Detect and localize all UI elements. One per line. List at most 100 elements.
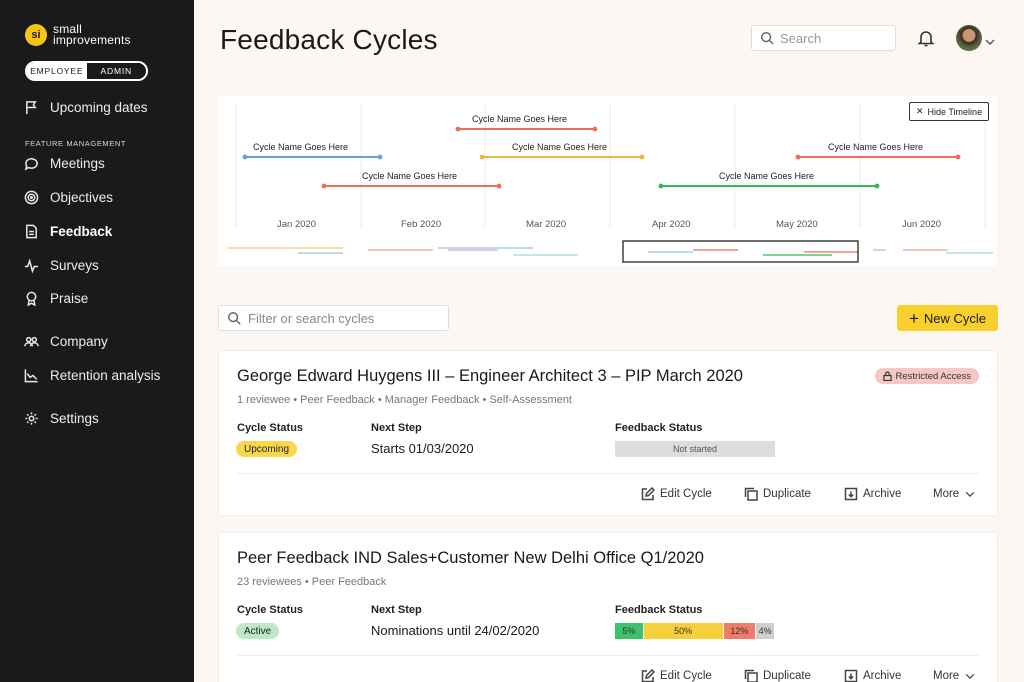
brand-name: small improvements: [53, 22, 131, 47]
timeline-month-label: Jun 2020: [902, 219, 942, 230]
close-icon: ✕: [916, 106, 924, 116]
feedback-status-segment: 12%: [723, 623, 756, 639]
feedback-status-bar: 5% 50% 12% 4%: [615, 623, 775, 639]
sidebar: si small improvements EMPLOYEE ADMIN Upc…: [0, 0, 194, 682]
next-step-value: Nominations until 24/02/2020: [371, 623, 540, 638]
mode-admin[interactable]: ADMIN: [86, 63, 146, 79]
sidebar-item-upcoming-dates[interactable]: Upcoming dates: [24, 100, 148, 115]
chart-icon: [24, 369, 38, 383]
duplicate-button[interactable]: Duplicate: [744, 669, 811, 682]
feedback-status-bar: Not started: [615, 441, 775, 457]
avatar[interactable]: [956, 25, 982, 51]
feedback-status-heading: Feedback Status: [615, 422, 703, 434]
filter-cycles-input[interactable]: Filter or search cycles: [218, 305, 449, 331]
more-menu-button[interactable]: More: [933, 669, 976, 682]
chevron-down-icon: [965, 673, 975, 680]
flag-icon: [26, 101, 37, 115]
cycle-card[interactable]: Peer Feedback IND Sales+Customer New Del…: [218, 532, 998, 682]
next-step-heading: Next Step: [371, 604, 422, 616]
brand-logo[interactable]: si small improvements: [25, 22, 131, 47]
mode-toggle[interactable]: EMPLOYEE ADMIN: [25, 61, 148, 81]
more-menu-button[interactable]: More: [933, 487, 976, 501]
status-badge: Upcoming: [236, 441, 298, 457]
search-icon: [228, 312, 241, 325]
timeline-cycle-end-dot: [955, 154, 961, 160]
timeline-cycle-start-dot: [795, 154, 801, 160]
people-icon: [24, 336, 39, 347]
sidebar-item-label: Company: [50, 334, 108, 349]
timeline-cycle-label[interactable]: Cycle Name Goes Here: [828, 142, 924, 152]
timeline-cycle-end-dot: [496, 183, 502, 189]
cycle-meta: 1 reviewee • Peer Feedback • Manager Fee…: [237, 394, 572, 406]
brand-name-line2: improvements: [53, 33, 131, 47]
timeline-cycle-end-dot: [874, 183, 880, 189]
feedback-status-segment: 50%: [643, 623, 723, 639]
sidebar-item-label: Praise: [50, 291, 89, 306]
search-icon: [761, 32, 774, 45]
logo-mark-icon: si: [25, 24, 47, 46]
timeline-canvas: [228, 104, 993, 263]
feedback-status-segment: Not started: [615, 441, 775, 457]
timeline-month-label: Apr 2020: [652, 219, 691, 230]
feedback-status-segment: 5%: [615, 623, 643, 639]
timeline-cycle-end-dot: [639, 154, 645, 160]
cycle-title[interactable]: George Edward Huygens III – Engineer Arc…: [237, 367, 743, 385]
archive-icon: [844, 669, 858, 682]
sidebar-item-praise[interactable]: Praise: [24, 291, 88, 306]
duplicate-label: Duplicate: [763, 488, 811, 500]
edit-cycle-button[interactable]: Edit Cycle: [641, 669, 712, 682]
sidebar-item-surveys[interactable]: Surveys: [24, 258, 99, 273]
sidebar-item-feedback[interactable]: Feedback: [24, 224, 112, 239]
lock-icon: [882, 371, 892, 381]
timeline-cycle-start-dot: [321, 183, 327, 189]
timeline-cycle-label[interactable]: Cycle Name Goes Here: [472, 114, 568, 124]
next-step-heading: Next Step: [371, 422, 422, 434]
document-icon: [26, 224, 37, 239]
sidebar-item-objectives[interactable]: Objectives: [24, 190, 113, 205]
bell-icon: [917, 31, 935, 47]
timeline-viewport-handle[interactable]: [622, 240, 859, 263]
timeline-month-label: Feb 2020: [401, 219, 442, 230]
new-cycle-label: New Cycle: [923, 310, 987, 326]
timeline-cycle-label[interactable]: Cycle Name Goes Here: [253, 142, 349, 152]
sidebar-item-settings[interactable]: Settings: [24, 411, 99, 426]
more-label: More: [933, 670, 960, 682]
archive-button[interactable]: Archive: [844, 487, 901, 501]
duplicate-button[interactable]: Duplicate: [744, 487, 811, 501]
more-label: More: [933, 488, 960, 500]
sidebar-item-label: Retention analysis: [50, 368, 161, 383]
sidebar-item-label: Settings: [50, 411, 99, 426]
sidebar-item-company[interactable]: Company: [24, 334, 108, 349]
brand-name-line1: small: [53, 22, 83, 36]
timeline-cycle-start-dot: [658, 183, 664, 189]
timeline-cycle-label[interactable]: Cycle Name Goes Here: [362, 171, 458, 181]
timeline-cycle-end-dot: [377, 154, 383, 160]
cycle-title[interactable]: Peer Feedback IND Sales+Customer New Del…: [237, 549, 704, 567]
timeline-cycle-label[interactable]: Cycle Name Goes Here: [512, 142, 608, 152]
timeline-cycle-start-dot: [479, 154, 485, 160]
gear-icon: [25, 412, 38, 425]
archive-button[interactable]: Archive: [844, 669, 901, 682]
notifications-button[interactable]: [917, 29, 935, 52]
search-input[interactable]: Search: [751, 25, 896, 51]
page-title: Feedback Cycles: [220, 24, 438, 55]
mode-employee[interactable]: EMPLOYEE: [27, 63, 87, 79]
edit-cycle-button[interactable]: Edit Cycle: [641, 487, 712, 501]
sidebar-item-label: Objectives: [50, 190, 114, 205]
sidebar-item-retention-analysis[interactable]: Retention analysis: [24, 368, 160, 383]
new-cycle-button[interactable]: + New Cycle: [897, 305, 998, 331]
timeline-cycle-start-dot: [242, 154, 248, 160]
duplicate-icon: [744, 669, 758, 682]
next-step-value: Starts 01/03/2020: [371, 441, 474, 456]
target-icon: [24, 190, 39, 205]
hide-timeline-button[interactable]: ✕ Hide Timeline: [909, 102, 990, 121]
sidebar-item-meetings[interactable]: Meetings: [24, 156, 105, 171]
restricted-access-label: Restricted Access: [895, 370, 972, 382]
timeline-month-label: Mar 2020: [526, 219, 567, 230]
timeline-cycle-label[interactable]: Cycle Name Goes Here: [719, 171, 815, 181]
sidebar-item-label: Upcoming dates: [50, 100, 148, 115]
edit-icon: [641, 487, 655, 501]
cycle-card[interactable]: George Edward Huygens III – Engineer Arc…: [218, 350, 998, 516]
feedback-status-segment: 4%: [756, 623, 774, 639]
chevron-down-icon[interactable]: [985, 33, 995, 51]
